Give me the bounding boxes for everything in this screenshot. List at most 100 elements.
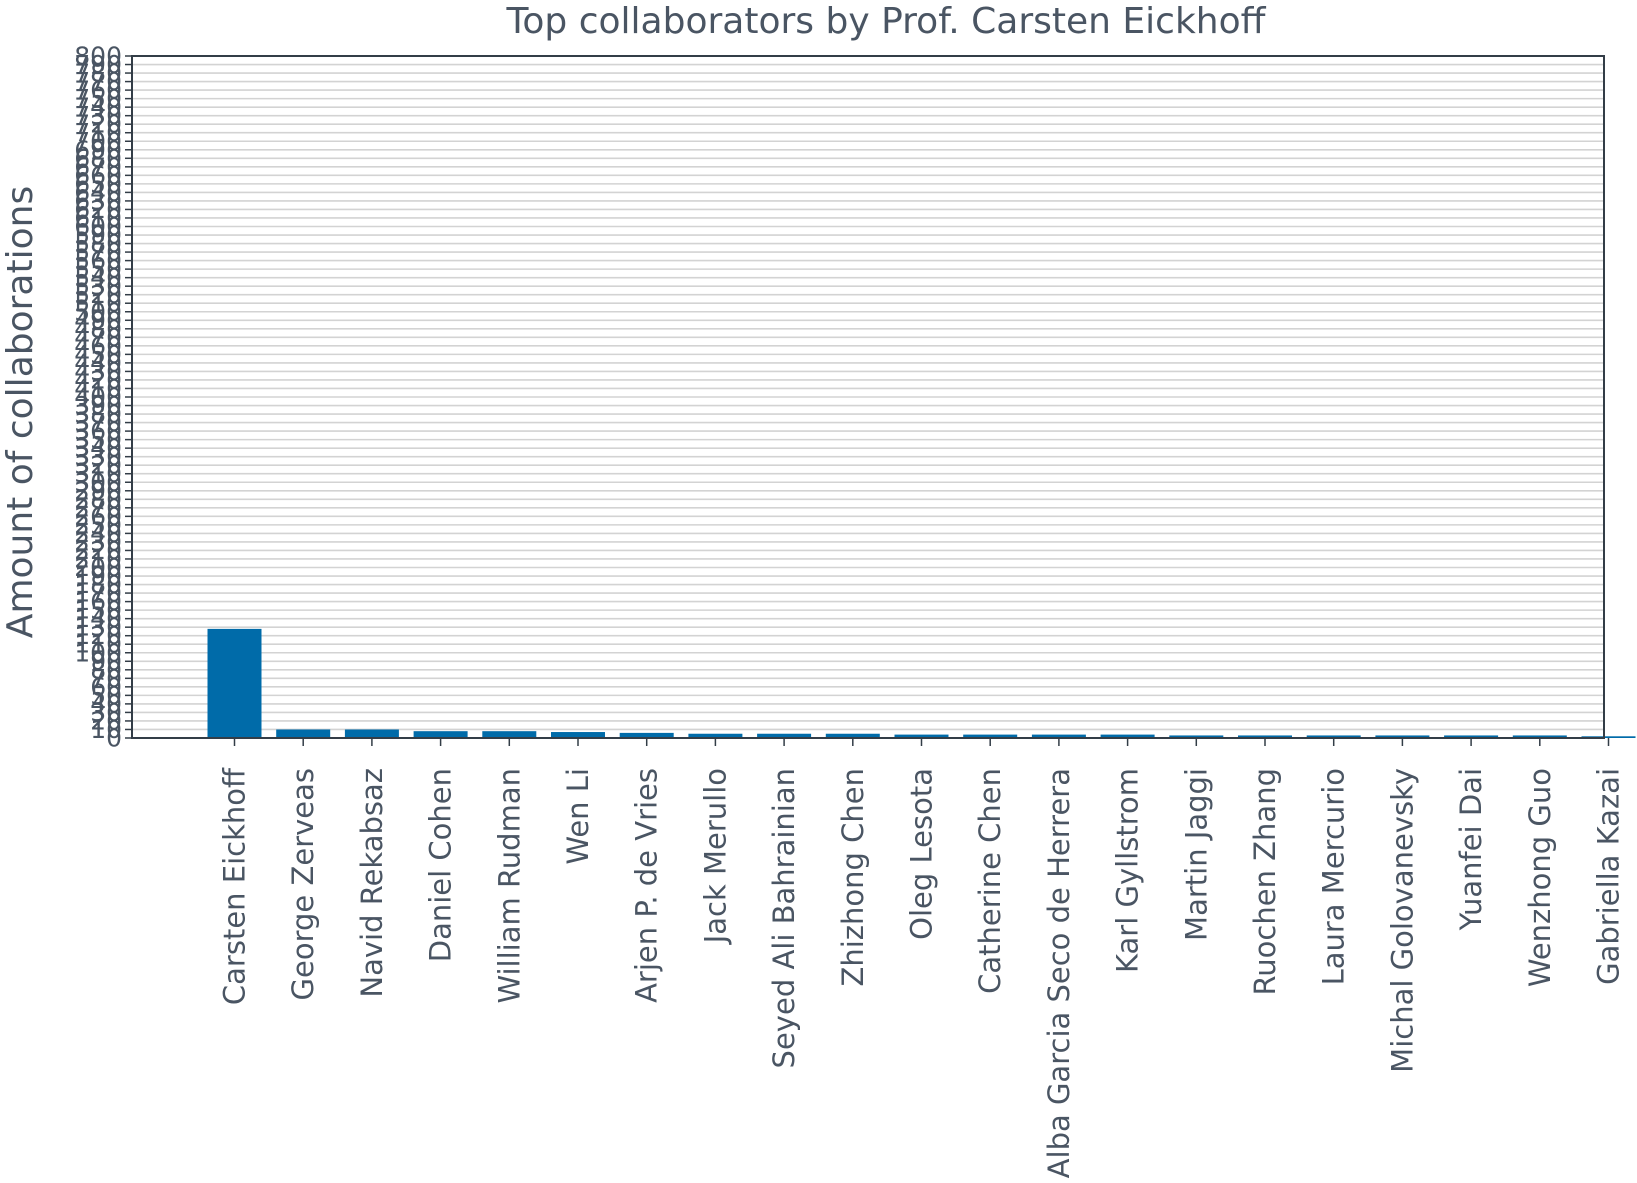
y-tick-label: 130: [74, 613, 122, 642]
y-tick-label: 770: [74, 67, 122, 96]
y-tick-label: 560: [74, 246, 122, 275]
y-tick-label: 50: [90, 681, 122, 710]
x-tick-label: Daniel Cohen: [424, 768, 458, 962]
y-tick-label: 190: [74, 562, 122, 591]
y-tick-label: 500: [74, 297, 122, 326]
y-tick-label: 430: [74, 357, 122, 386]
y-tick-label: 780: [74, 59, 122, 88]
x-tick-label: Carsten Eickhoff: [218, 767, 252, 1005]
bar: [276, 729, 331, 738]
y-tick-label: 700: [74, 127, 122, 156]
y-tick-label: 210: [74, 544, 122, 573]
bar: [1375, 735, 1430, 738]
y-tick-label: 680: [74, 144, 122, 173]
y-tick-label: 590: [74, 221, 122, 250]
y-tick-label: 690: [74, 135, 122, 164]
y-tick-label: 150: [74, 596, 122, 625]
y-tick-label: 640: [74, 178, 122, 207]
x-tick-label: Laura Mercurio: [1317, 768, 1351, 985]
bar: [344, 729, 399, 738]
y-tick-label: 610: [74, 203, 122, 232]
x-tick-label: Wen Li: [561, 768, 595, 865]
x-tick-label: Zhizhong Chen: [836, 768, 870, 987]
y-tick-label: 670: [74, 152, 122, 181]
y-tick-label: 450: [74, 340, 122, 369]
y-tick-label: 140: [74, 604, 122, 633]
y-tick-label: 240: [74, 519, 122, 548]
bar: [1169, 735, 1224, 738]
y-tick-label: 710: [74, 118, 122, 147]
y-tick-label: 290: [74, 476, 122, 505]
x-tick-label: Karl Gyllstrom: [1111, 768, 1145, 973]
y-tick-label: 540: [74, 263, 122, 292]
y-tick-label: 570: [74, 238, 122, 267]
y-tick-label: 370: [74, 408, 122, 437]
y-tick-label: 120: [74, 621, 122, 650]
y-tick-label: 230: [74, 527, 122, 556]
y-tick-label: 620: [74, 195, 122, 224]
y-tick-label: 340: [74, 434, 122, 463]
y-tick-label: 750: [74, 84, 122, 113]
y-tick-label: 310: [74, 459, 122, 488]
bar: [207, 628, 262, 738]
y-tick-label: 730: [74, 101, 122, 130]
y-tick-label: 320: [74, 451, 122, 480]
y-tick-label: 220: [74, 536, 122, 565]
x-tick-label: George Zerveas: [286, 768, 320, 1000]
y-tick-label: 70: [90, 664, 122, 693]
y-tick-label: 440: [74, 348, 122, 377]
y-tick-label: 530: [74, 272, 122, 301]
y-tick-label: 420: [74, 365, 122, 394]
y-tick-label: 510: [74, 289, 122, 318]
x-tick-label: Catherine Chen: [973, 768, 1007, 994]
y-tick-label: 520: [74, 280, 122, 309]
y-tick-label: 790: [74, 50, 122, 79]
y-tick-label: 660: [74, 161, 122, 190]
y-tick-label: 60: [90, 672, 122, 701]
y-tick-label: 350: [74, 425, 122, 454]
bar: [1512, 735, 1567, 738]
y-tick-label: 100: [74, 638, 122, 667]
y-tick-label: 550: [74, 255, 122, 284]
y-tick-label: 40: [90, 689, 122, 718]
x-tick-label: Martin Jaggi: [1179, 768, 1213, 941]
x-tick-label: Gabriella Kazai: [1592, 768, 1626, 985]
bar: [1581, 736, 1636, 738]
grid-lines: [132, 55, 1604, 739]
x-tick-label: Yuanfei Dai: [1454, 768, 1488, 931]
x-axis-ticks: Carsten Eickhoff George Zerveas Navid Reka…: [218, 738, 1626, 1178]
bar: [413, 731, 468, 738]
bar: [482, 731, 537, 738]
x-tick-label: Alba Garcia Seco de Herrera: [1042, 768, 1076, 1178]
y-tick-label: 650: [74, 169, 122, 198]
y-tick-label: 480: [74, 314, 122, 343]
y-tick-label: 300: [74, 468, 122, 497]
bar: [1100, 734, 1155, 738]
y-tick-label: 740: [74, 93, 122, 122]
bar: [1031, 734, 1086, 738]
bar: [688, 733, 743, 738]
bar: [894, 734, 949, 738]
y-tick-label: 380: [74, 400, 122, 429]
bars: [207, 628, 1636, 738]
y-tick-label: 0: [106, 724, 122, 753]
y-tick-label: 250: [74, 510, 122, 539]
bar: [963, 734, 1018, 738]
y-tick-label: 400: [74, 383, 122, 412]
y-tick-label: 80: [90, 655, 122, 684]
chart-title: Top collaborators by Prof. Carsten Eickh…: [506, 1, 1267, 42]
x-tick-label: Seyed Ali Bahrainian: [767, 768, 801, 1068]
bar: [825, 733, 880, 738]
y-tick-label: 800: [74, 42, 122, 71]
y-tick-label: 160: [74, 587, 122, 616]
y-tick-label: 30: [90, 698, 122, 727]
y-tick-label: 90: [90, 647, 122, 676]
y-tick-label: 180: [74, 570, 122, 599]
y-tick-label: 760: [74, 76, 122, 105]
bar: [1238, 735, 1292, 738]
x-tick-label: Michal Golovanevsky: [1385, 768, 1419, 1073]
y-tick-label: 390: [74, 391, 122, 420]
y-tick-label: 580: [74, 229, 122, 258]
y-tick-label: 360: [74, 417, 122, 446]
